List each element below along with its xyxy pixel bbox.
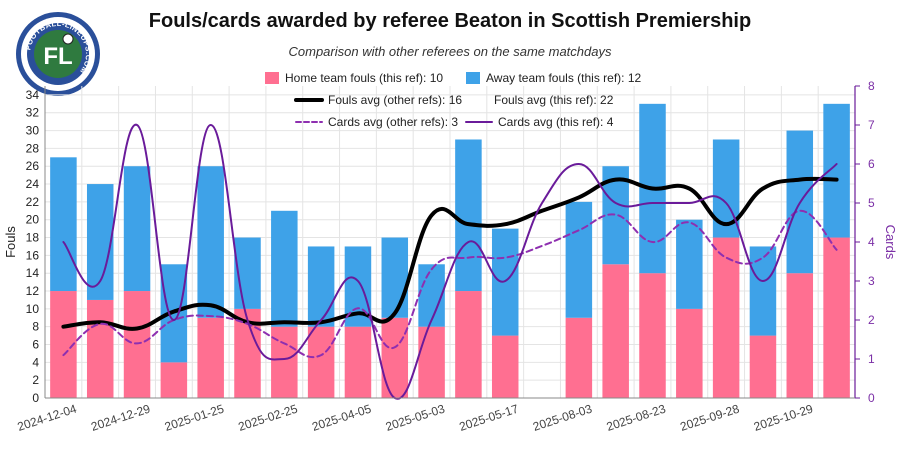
line-cards-avg-this-ref <box>62 123 838 400</box>
legend-label: Fouls avg (other refs): 16 <box>328 93 462 107</box>
bar-away-fouls <box>123 166 151 292</box>
y2-tick-label: 2 <box>868 313 875 327</box>
y-tick-label: 30 <box>26 124 40 138</box>
x-tick-label: 2025-04-05 <box>310 401 373 433</box>
bar-away-fouls <box>749 246 777 336</box>
line-fouls-avg-other-refs <box>61 176 839 331</box>
x-tick-label: 2025-08-23 <box>605 401 668 433</box>
x-tick-label: 2025-05-03 <box>384 401 447 433</box>
legend: Home team fouls (this ref): 10 Away team … <box>265 71 642 129</box>
bar-away-fouls <box>307 246 335 327</box>
bar-home-fouls <box>491 335 519 398</box>
bar-away-fouls <box>455 139 482 292</box>
y-tick-label: 28 <box>26 141 40 155</box>
y-tick-label: 0 <box>32 391 39 405</box>
bar-home-fouls <box>123 291 151 398</box>
y-tick-label: 24 <box>26 177 40 191</box>
y-tick-label: 34 <box>26 88 40 102</box>
y2-tick-label: 3 <box>868 274 875 288</box>
x-tick-label: 2025-09-28 <box>678 401 741 433</box>
y2-tick-label: 4 <box>868 235 875 249</box>
bar-away-fouls <box>418 264 445 327</box>
x-tick-label: 2025-10-29 <box>752 401 815 433</box>
bar-home-fouls <box>786 273 814 398</box>
y2-tick-label: 1 <box>868 352 875 366</box>
bar-home-fouls <box>418 326 445 398</box>
bar-home-fouls <box>565 317 593 398</box>
bar-home-fouls <box>86 299 114 398</box>
y-tick-label: 22 <box>26 195 40 209</box>
x-tick-label: 2025-08-03 <box>531 401 594 433</box>
y-tick-label: 12 <box>26 284 40 298</box>
legend-swatch <box>265 72 279 84</box>
legend-label: Home team fouls (this ref): 10 <box>285 71 443 85</box>
y2-tick-label: 0 <box>868 391 875 405</box>
logo-initials: FL <box>43 43 72 70</box>
y-axis-label: Fouls <box>3 226 18 258</box>
y2-tick-label: 5 <box>868 196 875 210</box>
bar-home-fouls <box>676 308 703 398</box>
bar-home-fouls <box>749 335 777 398</box>
y-tick-label: 20 <box>26 213 40 227</box>
bar-away-fouls <box>50 157 77 292</box>
y2-tick-label: 7 <box>868 118 875 132</box>
x-tick-label: 2024-12-29 <box>89 401 152 433</box>
bar-home-fouls <box>639 273 666 398</box>
bar-away-fouls <box>676 219 703 309</box>
y-tick-label: 18 <box>26 231 40 245</box>
bar-home-fouls <box>344 326 372 398</box>
chart-subtitle: Comparison with other referees on the sa… <box>289 44 612 59</box>
bar-away-fouls <box>823 103 850 238</box>
site-logo[interactable]: FOOTBALL-LINEUPS.COM FL <box>16 12 100 96</box>
bar-home-fouls <box>712 237 740 398</box>
legend-label: Cards avg (this ref): 4 <box>498 115 614 129</box>
x-tick-label: 2025-02-25 <box>237 401 300 433</box>
y-tick-label: 10 <box>26 302 40 316</box>
y-tick-label: 4 <box>32 355 39 369</box>
legend-label: Away team fouls (this ref): 12 <box>486 71 642 85</box>
bar-away-fouls <box>197 166 224 318</box>
y2-tick-label: 6 <box>868 157 875 171</box>
bar-home-fouls <box>602 264 629 398</box>
bar-home-fouls <box>307 326 335 398</box>
football-icon <box>62 33 74 45</box>
y2-tick-label: 8 <box>868 79 875 93</box>
y-tick-label: 26 <box>26 159 40 173</box>
bar-home-fouls <box>455 291 482 398</box>
bar-home-fouls <box>271 326 298 398</box>
chart-title: Fouls/cards awarded by referee Beaton in… <box>149 10 751 32</box>
bar-home-fouls <box>381 317 409 398</box>
x-tick-label: 2025-05-17 <box>457 401 520 433</box>
y-tick-label: 2 <box>32 373 39 387</box>
x-tick-label: 2024-12-04 <box>16 401 79 433</box>
bar-away-fouls <box>565 201 593 318</box>
legend-label: Cards avg (other refs): 3 <box>328 115 458 129</box>
lines <box>61 123 839 400</box>
y-tick-label: 14 <box>26 266 40 280</box>
y-tick-label: 6 <box>32 338 39 352</box>
legend-label: Fouls avg (this ref): 22 <box>494 93 614 107</box>
y-tick-label: 16 <box>26 248 40 262</box>
bar-away-fouls <box>381 237 409 318</box>
y2-axis-label: Cards <box>883 225 898 260</box>
bar-away-fouls <box>271 210 298 327</box>
y-tick-label: 8 <box>32 320 39 334</box>
line-cards-avg-other-refs <box>62 209 838 359</box>
bar-home-fouls <box>197 317 224 398</box>
y-tick-label: 32 <box>26 106 40 120</box>
bar-home-fouls <box>823 237 850 398</box>
bar-home-fouls <box>160 362 188 398</box>
x-tick-label: 2025-01-25 <box>163 401 226 433</box>
legend-swatch <box>466 72 480 84</box>
